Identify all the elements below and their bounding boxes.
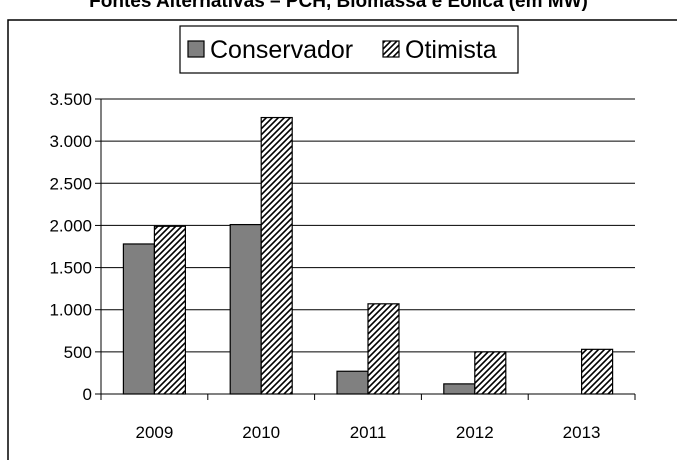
legend-swatch-conservador (187, 40, 205, 58)
bar-conservador-2012 (443, 383, 476, 395)
bar-otimista-2009 (153, 225, 186, 395)
bar-otimista-2010 (260, 116, 293, 395)
y-tick-label: 0 (83, 385, 92, 404)
legend-swatch-otimista (382, 40, 400, 58)
x-tick-label-2012: 2012 (456, 423, 494, 442)
x-tick-label-2009: 2009 (135, 423, 173, 442)
grid-lines (101, 98, 635, 353)
y-tick-label: 500 (64, 343, 92, 362)
y-tick-label: 2.500 (49, 174, 92, 193)
chart-border (7, 19, 677, 460)
axes: 0 500 1.000 1.500 2.000 2.500 3.000 3.500 2009 20… (49, 90, 636, 442)
y-tick-label: 2.000 (49, 216, 92, 235)
bar-conservador-2010 (229, 223, 262, 395)
legend-label-otimista: Otimista (405, 36, 497, 64)
chart-title: Fontes Alternativas – PCH, Biomassa e Eó… (89, 0, 588, 12)
x-tick-label-2011: 2011 (350, 423, 387, 442)
x-tick-label-2013: 2013 (563, 423, 601, 442)
y-tick-label: 3.000 (49, 132, 92, 151)
y-tick-label: 3.500 (49, 90, 92, 109)
legend-box (179, 25, 519, 74)
y-tick-label: 1.000 (49, 301, 92, 320)
bar-conservador-2011 (336, 370, 369, 395)
bars (122, 116, 614, 395)
bar-otimista-2012 (474, 351, 507, 395)
bar-conservador-2009 (122, 243, 156, 395)
legend-label-conservador: Conservador (210, 36, 353, 64)
bar-otimista-2011 (367, 303, 400, 395)
legend: Conservador Otimista (179, 25, 519, 74)
x-tick-label-2010: 2010 (242, 423, 280, 442)
y-tick-label: 1.500 (49, 259, 92, 278)
bar-otimista-2013 (580, 348, 614, 395)
